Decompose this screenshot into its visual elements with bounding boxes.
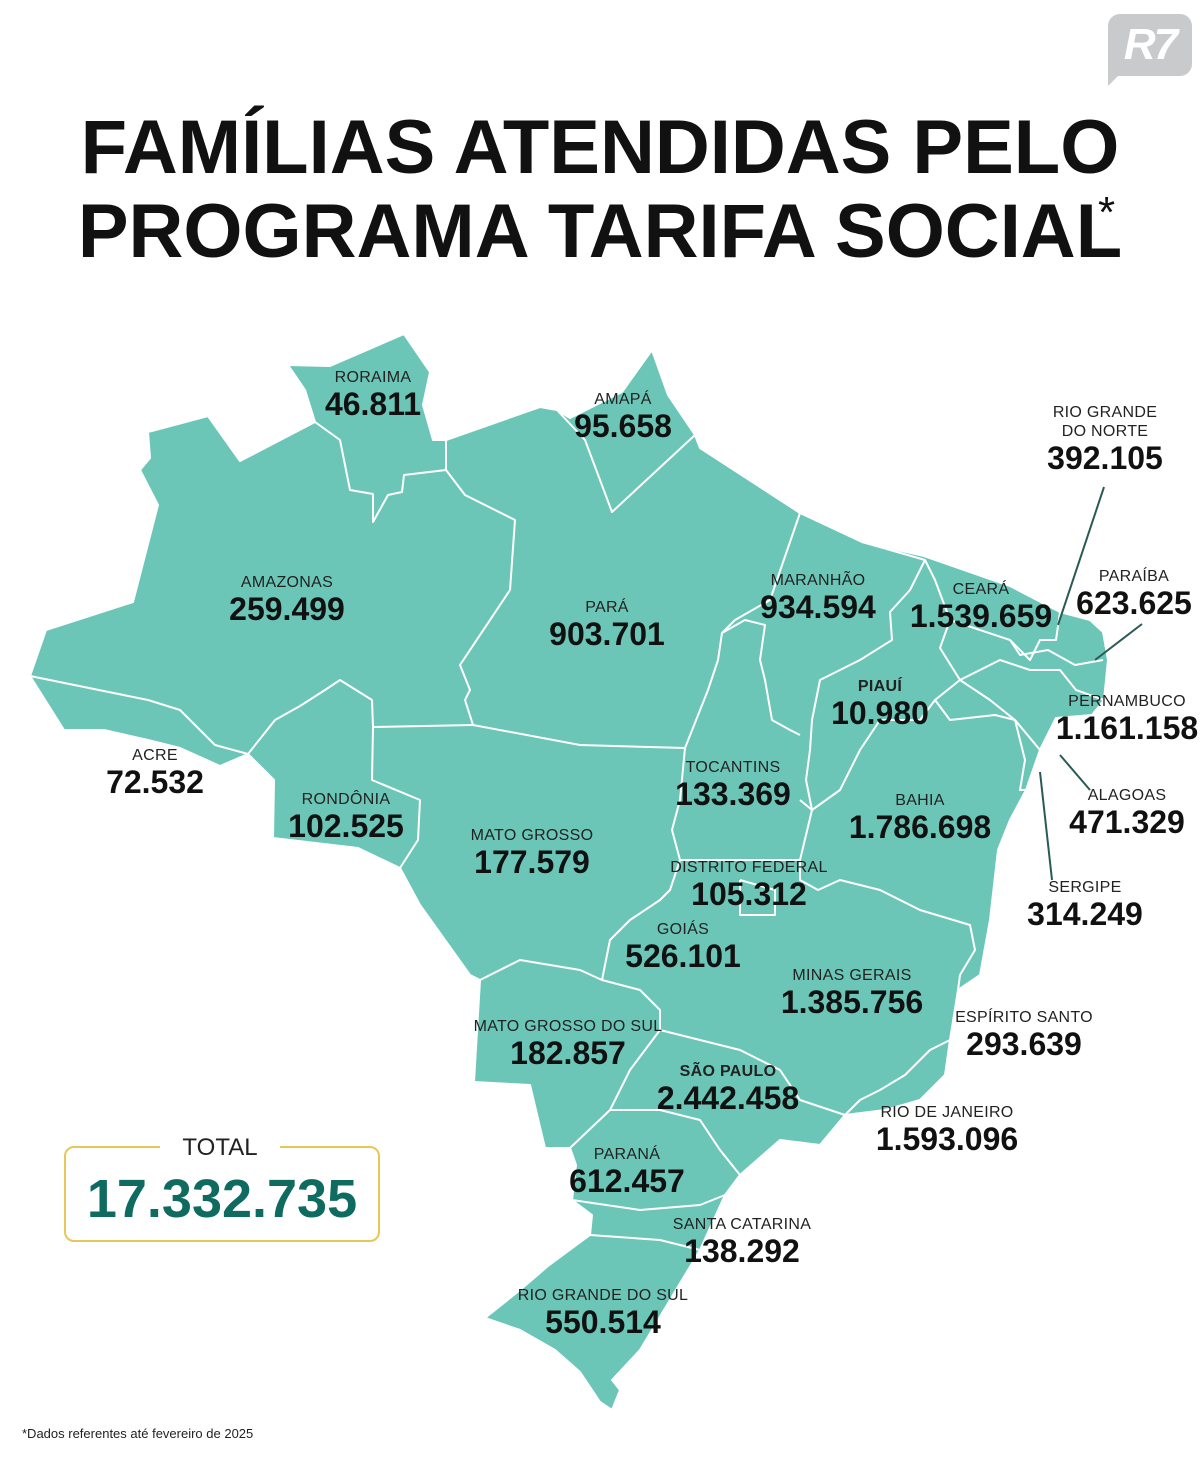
state-label-amazonas: AMAZONAS 259.499 xyxy=(229,573,345,626)
state-value: 2.442.458 xyxy=(656,1080,800,1116)
state-value: 105.312 xyxy=(691,876,807,912)
state-label-rio-grande-do-sul: RIO GRANDE DO SUL 550.514 xyxy=(518,1286,688,1339)
footnote: *Dados referentes até fevereiro de 2025 xyxy=(22,1426,254,1441)
state-label-parana: PARANÁ 612.457 xyxy=(569,1145,685,1198)
state-value: 314.249 xyxy=(1027,896,1143,932)
state-name: RONDÔNIA xyxy=(301,791,391,808)
state-name: SANTA CATARINA xyxy=(672,1216,812,1233)
state-label-ceara: CEARÁ 1.539.659 xyxy=(910,580,1052,633)
state-name: GOIÁS xyxy=(656,921,710,938)
state-label-roraima: RORAIMA 46.811 xyxy=(325,368,421,421)
state-name: RIO DE JANEIRO xyxy=(880,1104,1014,1121)
state-value: 1.786.698 xyxy=(848,809,992,845)
state-value: 392.105 xyxy=(1047,440,1163,476)
title-line-1: FAMÍLIAS ATENDIDAS PELO xyxy=(80,105,1120,190)
state-label-santa-catarina: SANTA CATARINA 138.292 xyxy=(673,1215,811,1268)
state-label-goias: GOIÁS 526.101 xyxy=(625,920,741,973)
state-value: 471.329 xyxy=(1069,804,1185,840)
map-outline xyxy=(29,333,1109,1411)
state-value: 1.161.158 xyxy=(1055,710,1199,746)
state-name: RIO GRANDE DO SUL xyxy=(517,1287,689,1304)
state-name: AMAPÁ xyxy=(594,391,652,408)
state-name: PARAÍBA xyxy=(1098,568,1170,585)
state-label-mato-grosso-do-sul: MATO GROSSO DO SUL 182.857 xyxy=(474,1017,663,1070)
state-value: 95.658 xyxy=(574,408,672,444)
state-name: ALAGOAS xyxy=(1087,787,1167,804)
state-name-line-1: RIO GRANDE xyxy=(1052,404,1158,421)
state-name: PARÁ xyxy=(585,599,629,616)
logo-text: R7 xyxy=(1123,20,1178,69)
state-label-rondonia: RONDÔNIA 102.525 xyxy=(288,790,404,843)
total-label-background xyxy=(160,1134,280,1160)
state-name: CEARÁ xyxy=(952,581,1010,598)
state-name: DISTRITO FEDERAL xyxy=(670,859,828,876)
state-label-pernambuco: PERNAMBUCO 1.161.158 xyxy=(1056,692,1198,745)
leader-lines xyxy=(1039,486,1143,881)
state-label-sergipe: SERGIPE 314.249 xyxy=(1027,878,1143,931)
state-value: 550.514 xyxy=(545,1304,661,1340)
state-label-alagoas: ALAGOAS 471.329 xyxy=(1069,786,1185,839)
state-label-mato-grosso: MATO GROSSO 177.579 xyxy=(471,826,594,879)
state-value: 1.593.096 xyxy=(875,1121,1019,1157)
state-name: MINAS GERAIS xyxy=(792,967,912,984)
state-value: 138.292 xyxy=(684,1233,800,1269)
state-name: PARANÁ xyxy=(593,1146,661,1163)
state-name: PERNAMBUCO xyxy=(1068,693,1186,710)
state-name: SERGIPE xyxy=(1048,879,1122,896)
r7-logo[interactable]: R7 xyxy=(1108,14,1192,86)
total-label: TOTAL xyxy=(182,1134,258,1161)
state-label-piaui: PIAUÍ 10.980 xyxy=(831,677,929,730)
state-value: 177.579 xyxy=(474,844,590,880)
title-line-2: PROGRAMA TARIFA SOCIAL xyxy=(77,189,1123,274)
title-footnote-marker: * xyxy=(1098,188,1116,237)
state-value: 526.101 xyxy=(625,938,741,974)
state-name: PIAUÍ xyxy=(857,678,903,695)
state-label-amapa: AMAPÁ 95.658 xyxy=(574,390,672,443)
logo-speech-tail xyxy=(1108,64,1130,86)
state-name: MATO GROSSO xyxy=(470,827,594,844)
state-label-rio-grande-do-norte: RIO GRANDE DO NORTE 392.105 xyxy=(1047,403,1163,475)
state-value: 10.980 xyxy=(831,695,929,731)
state-label-espirito-santo: ESPÍRITO SANTO 293.639 xyxy=(955,1008,1093,1061)
state-name: AMAZONAS xyxy=(240,574,334,591)
brazil-map xyxy=(29,333,1143,1411)
state-label-distrito-federal: DISTRITO FEDERAL 105.312 xyxy=(670,858,827,911)
state-name: SÃO PAULO xyxy=(679,1063,777,1080)
state-label-minas-gerais: MINAS GERAIS 1.385.756 xyxy=(781,966,923,1019)
state-value: 1.385.756 xyxy=(780,984,924,1020)
state-name: RORAIMA xyxy=(334,369,412,386)
state-name: BAHIA xyxy=(895,792,945,809)
state-value: 612.457 xyxy=(569,1163,685,1199)
state-value: 293.639 xyxy=(966,1026,1082,1062)
state-label-acre: ACRE 72.532 xyxy=(106,746,204,799)
state-value: 102.525 xyxy=(288,808,404,844)
state-label-tocantins: TOCANTINS 133.369 xyxy=(675,758,791,811)
state-name: MARANHÃO xyxy=(770,572,866,589)
state-name: ESPÍRITO SANTO xyxy=(955,1009,1093,1026)
state-name: TOCANTINS xyxy=(685,759,781,776)
state-borders xyxy=(29,409,1105,1251)
total-value: 17.332.735 xyxy=(86,1169,358,1229)
state-label-rio-de-janeiro: RIO DE JANEIRO 1.593.096 xyxy=(876,1103,1018,1156)
state-value: 133.369 xyxy=(675,776,791,812)
state-value: 903.701 xyxy=(549,616,665,652)
state-label-bahia: BAHIA 1.786.698 xyxy=(849,791,991,844)
state-label-maranhao: MARANHÃO 934.594 xyxy=(760,571,876,624)
state-value: 72.532 xyxy=(106,764,204,800)
state-value: 1.539.659 xyxy=(909,598,1053,634)
state-value: 182.857 xyxy=(510,1035,626,1071)
state-value: 934.594 xyxy=(760,589,876,625)
state-value: 46.811 xyxy=(324,386,422,422)
state-value: 623.625 xyxy=(1076,585,1192,621)
state-label-sao-paulo: SÃO PAULO 2.442.458 xyxy=(657,1062,799,1115)
state-value: 259.499 xyxy=(229,591,345,627)
state-label-para: PARÁ 903.701 xyxy=(549,598,665,651)
state-label-paraiba: PARAÍBA 623.625 xyxy=(1076,567,1192,620)
state-name-line-2: DO NORTE xyxy=(1061,423,1149,440)
state-name: ACRE xyxy=(132,747,178,764)
state-name: MATO GROSSO DO SUL xyxy=(473,1018,663,1035)
